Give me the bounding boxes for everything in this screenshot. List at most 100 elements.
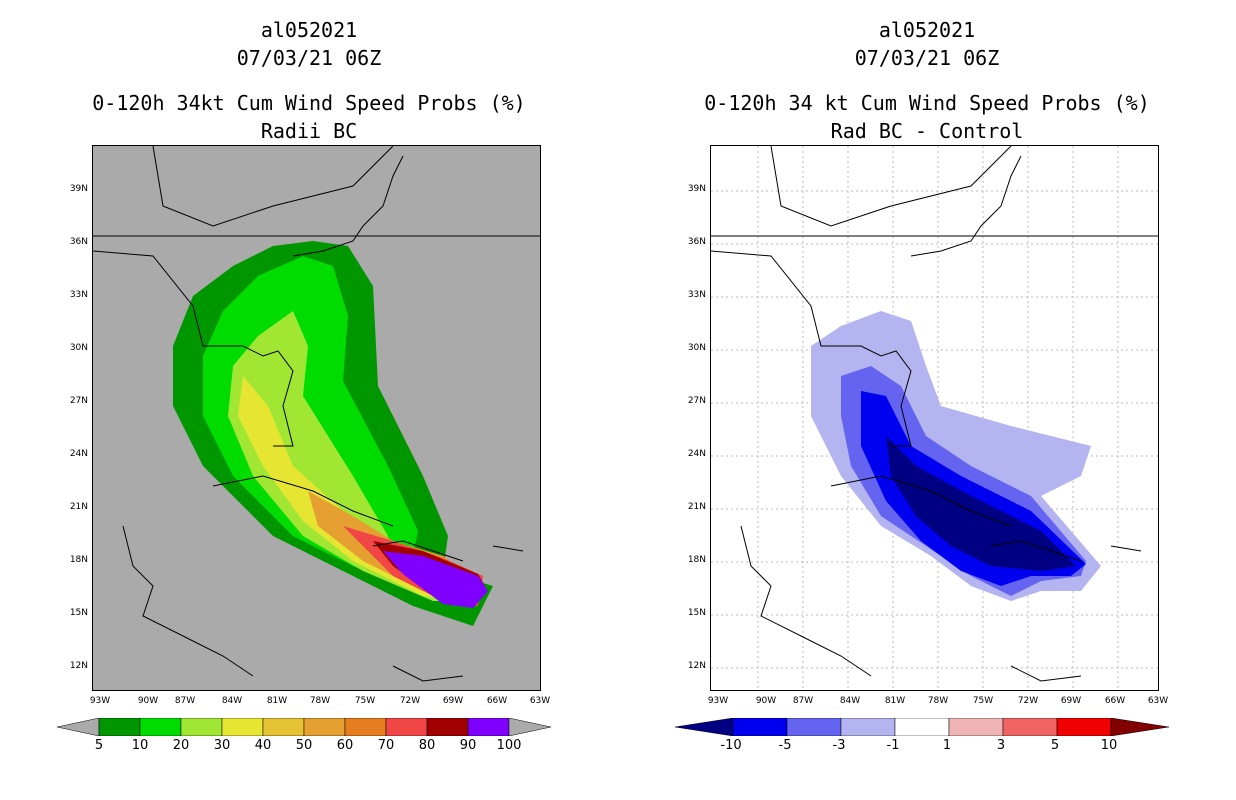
lat-label: 36N (69, 237, 88, 247)
lon-label: 72W (399, 696, 421, 706)
date-title: 07/03/21 06Z (854, 46, 1000, 70)
lon-label: 78W (927, 696, 949, 706)
colorbar-label: 10 (131, 738, 149, 753)
diff-minus10-contour (886, 436, 1076, 571)
colorbar-segment (426, 718, 469, 736)
colorbar-segment (180, 718, 223, 736)
product-title: 0-120h 34kt Cum Wind Speed Probs (%) (92, 91, 526, 115)
colorbar-segment (344, 718, 387, 736)
grid-lines (711, 146, 1158, 690)
lat-label: 18N (687, 555, 706, 565)
lon-label: 63W (529, 696, 551, 706)
colorbar (57, 718, 552, 736)
colorbar-label: -10 (720, 738, 742, 753)
coastlines (711, 146, 1158, 682)
lon-label: 75W (354, 696, 376, 706)
lat-label: 30N (687, 343, 706, 353)
colorbar-segment (221, 718, 264, 736)
colorbar-segment (948, 718, 1004, 736)
date-title: 07/03/21 06Z (236, 46, 382, 70)
colorbar-segment (385, 718, 428, 736)
colorbar-label: 90 (459, 738, 477, 753)
lat-label: 33N (69, 290, 88, 300)
colorbar-label: 80 (418, 738, 436, 753)
lon-label: 69W (442, 696, 464, 706)
lat-label: 33N (687, 290, 706, 300)
colorbar-segment (467, 718, 510, 736)
colorbar-arrow-high (508, 718, 552, 736)
colorbar-label: 3 (996, 738, 1006, 753)
lat-label: 36N (687, 237, 706, 247)
lon-label: 66W (1104, 696, 1126, 706)
colorbar-label: 100 (496, 738, 522, 753)
lat-label: 18N (69, 555, 88, 565)
lat-label: 30N (69, 343, 88, 353)
colorbar-label: 20 (172, 738, 190, 753)
colorbar-segment (1002, 718, 1058, 736)
subtitle: Rad BC - Control (830, 119, 1024, 143)
lon-label: 84W (839, 696, 861, 706)
probability-map (92, 145, 541, 691)
colorbar-segment (786, 718, 842, 736)
lon-label: 63W (1147, 696, 1169, 706)
colorbar-label: 30 (213, 738, 231, 753)
colorbar-segment (139, 718, 182, 736)
lat-label: 24N (687, 449, 706, 459)
colorbar-label: -5 (778, 738, 792, 753)
right-panel: al052021 07/03/21 06Z 0-120h 34 kt Cum W… (618, 0, 1236, 800)
lon-label: 90W (137, 696, 159, 706)
lon-label: 90W (755, 696, 777, 706)
lat-label: 12N (687, 661, 706, 671)
colorbar-segment (840, 718, 896, 736)
lon-label: 93W (707, 696, 729, 706)
colorbar-arrow-high (1110, 718, 1170, 736)
lon-label: 72W (1017, 696, 1039, 706)
colorbar-segment (1056, 718, 1112, 736)
difference-map (710, 145, 1159, 691)
colorbar-label: 10 (1100, 738, 1118, 753)
colorbar-label: 70 (377, 738, 395, 753)
lat-label: 12N (69, 661, 88, 671)
colorbar-segment (262, 718, 305, 736)
colorbar-label: 5 (94, 738, 104, 753)
coastlines (93, 146, 540, 682)
lat-label: 15N (687, 608, 706, 618)
colorbar-segment (98, 718, 141, 736)
colorbar-arrow-low (675, 718, 734, 736)
colorbar-label: 5 (1050, 738, 1060, 753)
lat-label: 21N (69, 502, 88, 512)
storm-id-title: al052021 (260, 18, 358, 42)
subtitle: Radii BC (260, 119, 358, 143)
lon-label: 69W (1060, 696, 1082, 706)
lat-label: 27N (69, 396, 88, 406)
colorbar-segment (303, 718, 346, 736)
lon-label: 93W (89, 696, 111, 706)
lon-label: 87W (792, 696, 814, 706)
lat-label: 39N (69, 184, 88, 194)
lat-label: 15N (69, 608, 88, 618)
lat-label: 24N (69, 449, 88, 459)
colorbar-segment (894, 718, 950, 736)
colorbar-arrow-low (57, 718, 100, 736)
product-title: 0-120h 34 kt Cum Wind Speed Probs (%) (704, 91, 1150, 115)
colorbar-label: -1 (886, 738, 900, 753)
lon-label: 87W (174, 696, 196, 706)
prob-100-contour (383, 551, 488, 608)
colorbar-label: 40 (254, 738, 272, 753)
colorbar-label: 1 (942, 738, 952, 753)
colorbar-label: 50 (295, 738, 313, 753)
lon-label: 81W (266, 696, 288, 706)
lon-label: 84W (221, 696, 243, 706)
lon-label: 81W (884, 696, 906, 706)
colorbar (675, 718, 1170, 736)
lat-label: 39N (687, 184, 706, 194)
lon-label: 75W (972, 696, 994, 706)
lon-label: 66W (486, 696, 508, 706)
colorbar-segment (732, 718, 788, 736)
left-panel: al052021 07/03/21 06Z 0-120h 34kt Cum Wi… (57, 18, 552, 753)
lon-label: 78W (309, 696, 331, 706)
lat-label: 27N (687, 396, 706, 406)
colorbar-label: -3 (832, 738, 846, 753)
colorbar-label: 60 (336, 738, 354, 753)
storm-id-title: al052021 (878, 18, 976, 42)
